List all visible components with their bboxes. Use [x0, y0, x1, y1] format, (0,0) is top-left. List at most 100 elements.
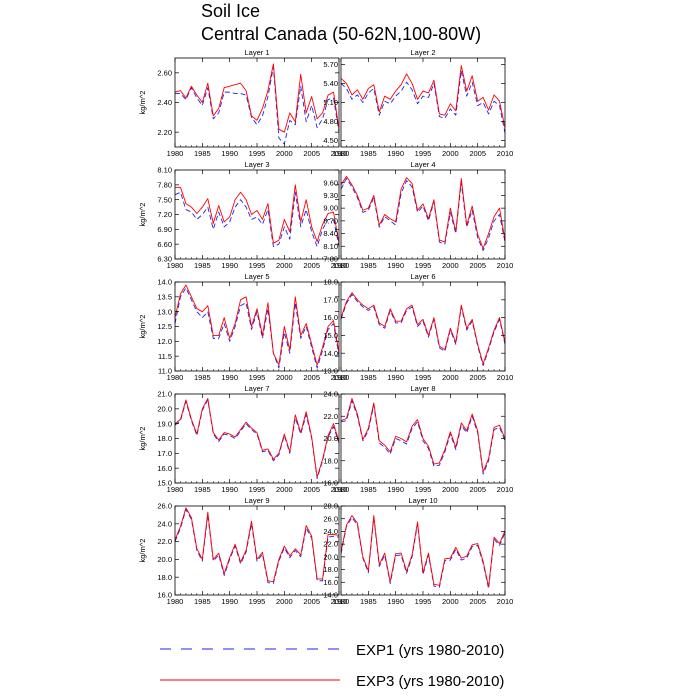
plot-frame [340, 57, 506, 148]
panel-layer-10: Layer 10 14.0 16.0 18.0 20.0 22.0 24.0 26.0 28.0… [323, 496, 513, 606]
plot-frame [174, 169, 340, 260]
panel-layer-1: Layer 1 kg/m^2 2.20 2.40 2.60 1980 1985 1990 199… [138, 48, 347, 158]
x-tick-label: 1990 [221, 373, 238, 382]
panel-title: Layer 10 [408, 496, 437, 505]
y-tick-label: 26.0 [323, 514, 338, 523]
x-tick-label: 2005 [303, 149, 320, 158]
x-tick-label: 1990 [387, 485, 404, 494]
y-tick-label: 20.0 [157, 404, 172, 413]
y-tick-label: 14.0 [323, 591, 338, 600]
y-tick-label: 24.0 [323, 527, 338, 536]
x-tick-label: 2000 [442, 261, 459, 270]
series-line-exp1 [340, 178, 506, 251]
x-tick-label: 2005 [303, 485, 320, 494]
y-tick-label: 15.0 [157, 479, 172, 488]
y-tick-label: 2.60 [157, 68, 172, 77]
y-tick-label: 18.0 [323, 565, 338, 574]
y-tick-label: 7.20 [157, 210, 172, 219]
x-tick-label: 2010 [331, 373, 348, 382]
x-tick-label: 1985 [360, 373, 377, 382]
legend-label-exp3: EXP3 (yrs 1980-2010) [356, 673, 504, 690]
x-tick-label: 1990 [387, 373, 404, 382]
x-tick-label: 1980 [167, 149, 184, 158]
x-tick-label: 2005 [469, 373, 486, 382]
x-tick-label: 1980 [333, 485, 350, 494]
x-tick-label: 1985 [194, 485, 211, 494]
y-tick-label: 16.0 [323, 479, 338, 488]
x-tick-label: 1990 [387, 149, 404, 158]
y-tick-label: 13.0 [323, 367, 338, 376]
y-tick-label: 11.5 [158, 352, 172, 361]
series-line-exp1 [175, 66, 340, 145]
x-tick-label: 2000 [276, 373, 293, 382]
x-tick-label: 2005 [303, 261, 320, 270]
x-tick-label: 2010 [497, 597, 514, 606]
x-tick-label: 2000 [276, 149, 293, 158]
y-tick-label: 5.40 [323, 79, 338, 88]
x-tick-label: 1995 [249, 373, 266, 382]
x-tick-label: 2010 [497, 485, 514, 494]
x-tick-label: 1985 [194, 373, 211, 382]
series-line-exp3 [174, 63, 340, 133]
x-tick-label: 2010 [331, 485, 348, 494]
x-tick-label: 1990 [387, 261, 404, 270]
series-line-exp3 [340, 175, 506, 249]
x-tick-label: 2010 [497, 261, 514, 270]
x-tick-label: 1995 [249, 597, 266, 606]
series-line-exp3 [174, 284, 340, 366]
series-line-exp3 [175, 184, 340, 244]
x-tick-label: 2010 [497, 149, 514, 158]
y-tick-label: 6.90 [157, 225, 172, 234]
x-tick-label: 1995 [415, 485, 432, 494]
y-tick-label: 13.5 [157, 292, 172, 301]
y-tick-label: 20.0 [323, 434, 338, 443]
panels-grid: Layer 1 kg/m^2 2.20 2.40 2.60 1980 1985 1990 199… [138, 48, 513, 606]
x-tick-label: 1995 [249, 485, 266, 494]
legend: EXP1 (yrs 1980-2010) EXP3 (yrs 1980-2010… [160, 642, 504, 690]
y-tick-label: 2.20 [157, 128, 172, 137]
y-tick-label: 22.0 [323, 540, 338, 549]
y-tick-label: 20.0 [157, 555, 172, 564]
x-tick-label: 1990 [221, 149, 238, 158]
y-tick-label: 13.0 [157, 307, 172, 316]
y-tick-label: 20.0 [323, 552, 338, 561]
panel-title: Layer 3 [244, 160, 269, 169]
x-tick-label: 1985 [360, 485, 377, 494]
y-tick-label: 16.0 [323, 313, 338, 322]
x-tick-label: 1990 [387, 597, 404, 606]
x-tick-label: 1995 [249, 261, 266, 270]
y-axis-label: kg/m^2 [138, 427, 147, 451]
x-tick-label: 1985 [360, 149, 377, 158]
x-tick-label: 2000 [276, 597, 293, 606]
y-tick-label: 16.0 [323, 578, 338, 587]
x-tick-label: 1995 [249, 149, 266, 158]
plot-frame [174, 393, 340, 484]
y-tick-label: 11.0 [158, 367, 172, 376]
x-tick-label: 1990 [221, 597, 238, 606]
y-tick-label: 18.0 [157, 434, 172, 443]
series-line-exp1 [340, 294, 506, 367]
y-tick-label: 8.70 [323, 216, 338, 225]
y-tick-label: 4.50 [323, 136, 338, 145]
series-line-exp3 [340, 292, 506, 365]
x-tick-label: 1985 [360, 597, 377, 606]
y-tick-label: 5.10 [323, 98, 338, 107]
x-tick-label: 2005 [469, 261, 486, 270]
panel-title: Layer 2 [410, 48, 435, 57]
y-axis-label: kg/m^2 [138, 315, 147, 339]
x-tick-label: 1985 [194, 261, 211, 270]
y-tick-label: 12.0 [157, 337, 172, 346]
x-tick-label: 2005 [469, 597, 486, 606]
series-line-exp3 [340, 515, 506, 588]
x-tick-label: 2000 [442, 373, 459, 382]
panel-title: Layer 7 [244, 384, 269, 393]
series-line-exp1 [174, 509, 340, 584]
x-tick-label: 1995 [415, 373, 432, 382]
x-tick-label: 2010 [331, 149, 348, 158]
x-tick-label: 1980 [167, 597, 184, 606]
x-tick-label: 1985 [194, 597, 211, 606]
panel-title: Layer 5 [244, 272, 269, 281]
panel-layer-6: Layer 6 13.0 14.0 15.0 16.0 17.0 18.0 1980 1985 1… [323, 272, 513, 382]
y-tick-label: 6.30 [157, 255, 172, 264]
panel-layer-7: Layer 7 kg/m^2 15.0 16.0 17.0 18.0 19.0 20.0 21.… [138, 384, 347, 494]
